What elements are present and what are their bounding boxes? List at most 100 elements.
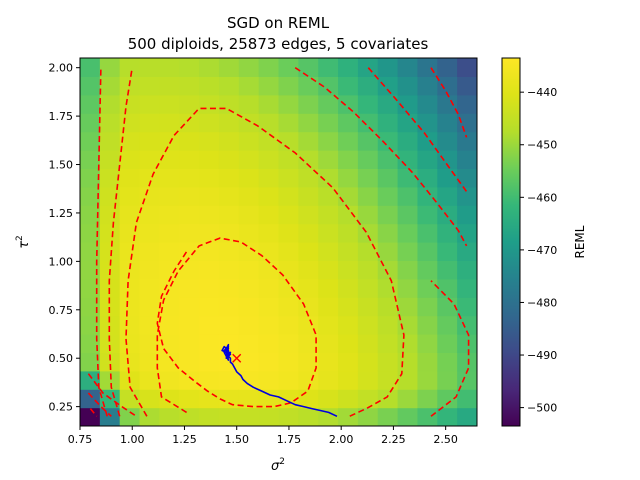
start-marker [232,353,242,363]
contour-5 [294,67,468,247]
x-tick-label: 1.25 [172,433,197,446]
heatmap-cell [159,150,180,169]
heatmap-cell [218,94,240,114]
heatmap-cell [278,58,299,77]
contour-11 [89,408,98,417]
heatmap-cell [218,407,240,426]
heatmap-cell [80,370,101,390]
heatmap-cell [298,113,319,133]
x-tick-label: 2.25 [381,433,406,446]
heatmap-cell [417,334,438,353]
contour-8 [430,67,468,138]
heatmap-cell [119,315,141,335]
heatmap-cell [437,168,458,188]
heatmap-cell [338,168,359,188]
heatmap-cell [179,297,200,317]
heatmap-cell [218,297,240,317]
heatmap-cell [318,407,339,426]
heatmap-cell [119,168,141,188]
y-axis-label-sup: 2 [15,235,25,241]
heatmap-cell [298,407,319,426]
heatmap-cell [457,334,477,353]
heatmap-cell [417,76,438,96]
heatmap-cell [278,168,299,188]
heatmap-cell [298,278,319,298]
heatmap-cell [258,205,280,225]
heatmap-cell [258,223,280,243]
heatmap-cell [278,205,299,225]
heatmap-cell [437,113,458,133]
heatmap-cell [99,242,121,261]
heatmap-cell [218,186,240,206]
heatmap-cell [99,315,121,335]
y-tick-label: 0.25 [49,401,74,414]
heatmap-cell [258,278,280,298]
heatmap-cell [119,150,141,169]
heatmap-cell [199,223,220,243]
heatmap-cell [199,297,220,317]
heatmap-cell [99,94,121,114]
heatmap-cell [179,76,200,96]
heatmap-cell [99,76,121,96]
heatmap-cell [377,242,399,261]
heatmap-cell [139,76,160,96]
x-axis-label-sup: 2 [279,457,285,467]
heatmap-cell [99,150,121,169]
heatmap-cell [417,186,438,206]
heatmap-cell [397,278,419,298]
heatmap-cell [457,370,477,390]
heatmap-cell [238,278,260,298]
heatmap-cell [417,352,438,372]
heatmap-cell [397,168,419,188]
heatmap-cell [159,352,180,372]
heatmap-cell [437,389,458,409]
colorbar-label: REML [573,225,587,258]
heatmap-cell [278,223,299,243]
heatmap-cell [278,334,299,353]
heatmap-cell [357,297,379,317]
x-tick-label: 1.75 [277,433,302,446]
heatmap-cell [457,223,477,243]
heatmap-cell [179,131,200,151]
contour-1 [156,237,317,414]
heatmap-cell [218,260,240,280]
heatmap-cell [417,113,438,133]
heatmap-cell [139,389,160,409]
heatmap-cell [99,297,121,317]
heatmap-cell [139,278,160,298]
heatmap-cell [397,260,419,280]
heatmap-cell [318,131,339,151]
contour-4 [95,67,108,417]
heatmap-cell [80,168,101,188]
heatmap-cell [318,223,339,243]
contour-6 [430,280,470,417]
heatmap-cell [258,315,280,335]
heatmap-cell [397,113,419,133]
heatmap-cell [457,150,477,169]
colorbar-tick-label: −460 [527,191,557,204]
heatmap-cell [437,260,458,280]
heatmap-cell [298,352,319,372]
heatmap-cell [99,205,121,225]
heatmap-cell [80,113,101,133]
heatmap-cell [258,168,280,188]
x-tick-label: 1.00 [120,433,145,446]
contour-9 [87,373,137,417]
heatmap-cell [357,315,379,335]
heatmap-cell [139,58,160,77]
heatmap-cell [80,223,101,243]
heatmap-cell [238,260,260,280]
heatmap-cell [119,260,141,280]
heatmap-cell [179,407,200,426]
heatmap-cell [318,334,339,353]
heatmap-cell [377,389,399,409]
heatmap-cell [159,334,180,353]
heatmap-cell [99,113,121,133]
heatmap-cell [318,260,339,280]
heatmap-cell [397,94,419,114]
heatmap-cell [338,186,359,206]
heatmap-cell [119,278,141,298]
contour-lines [87,67,470,418]
heatmap-cell [437,278,458,298]
